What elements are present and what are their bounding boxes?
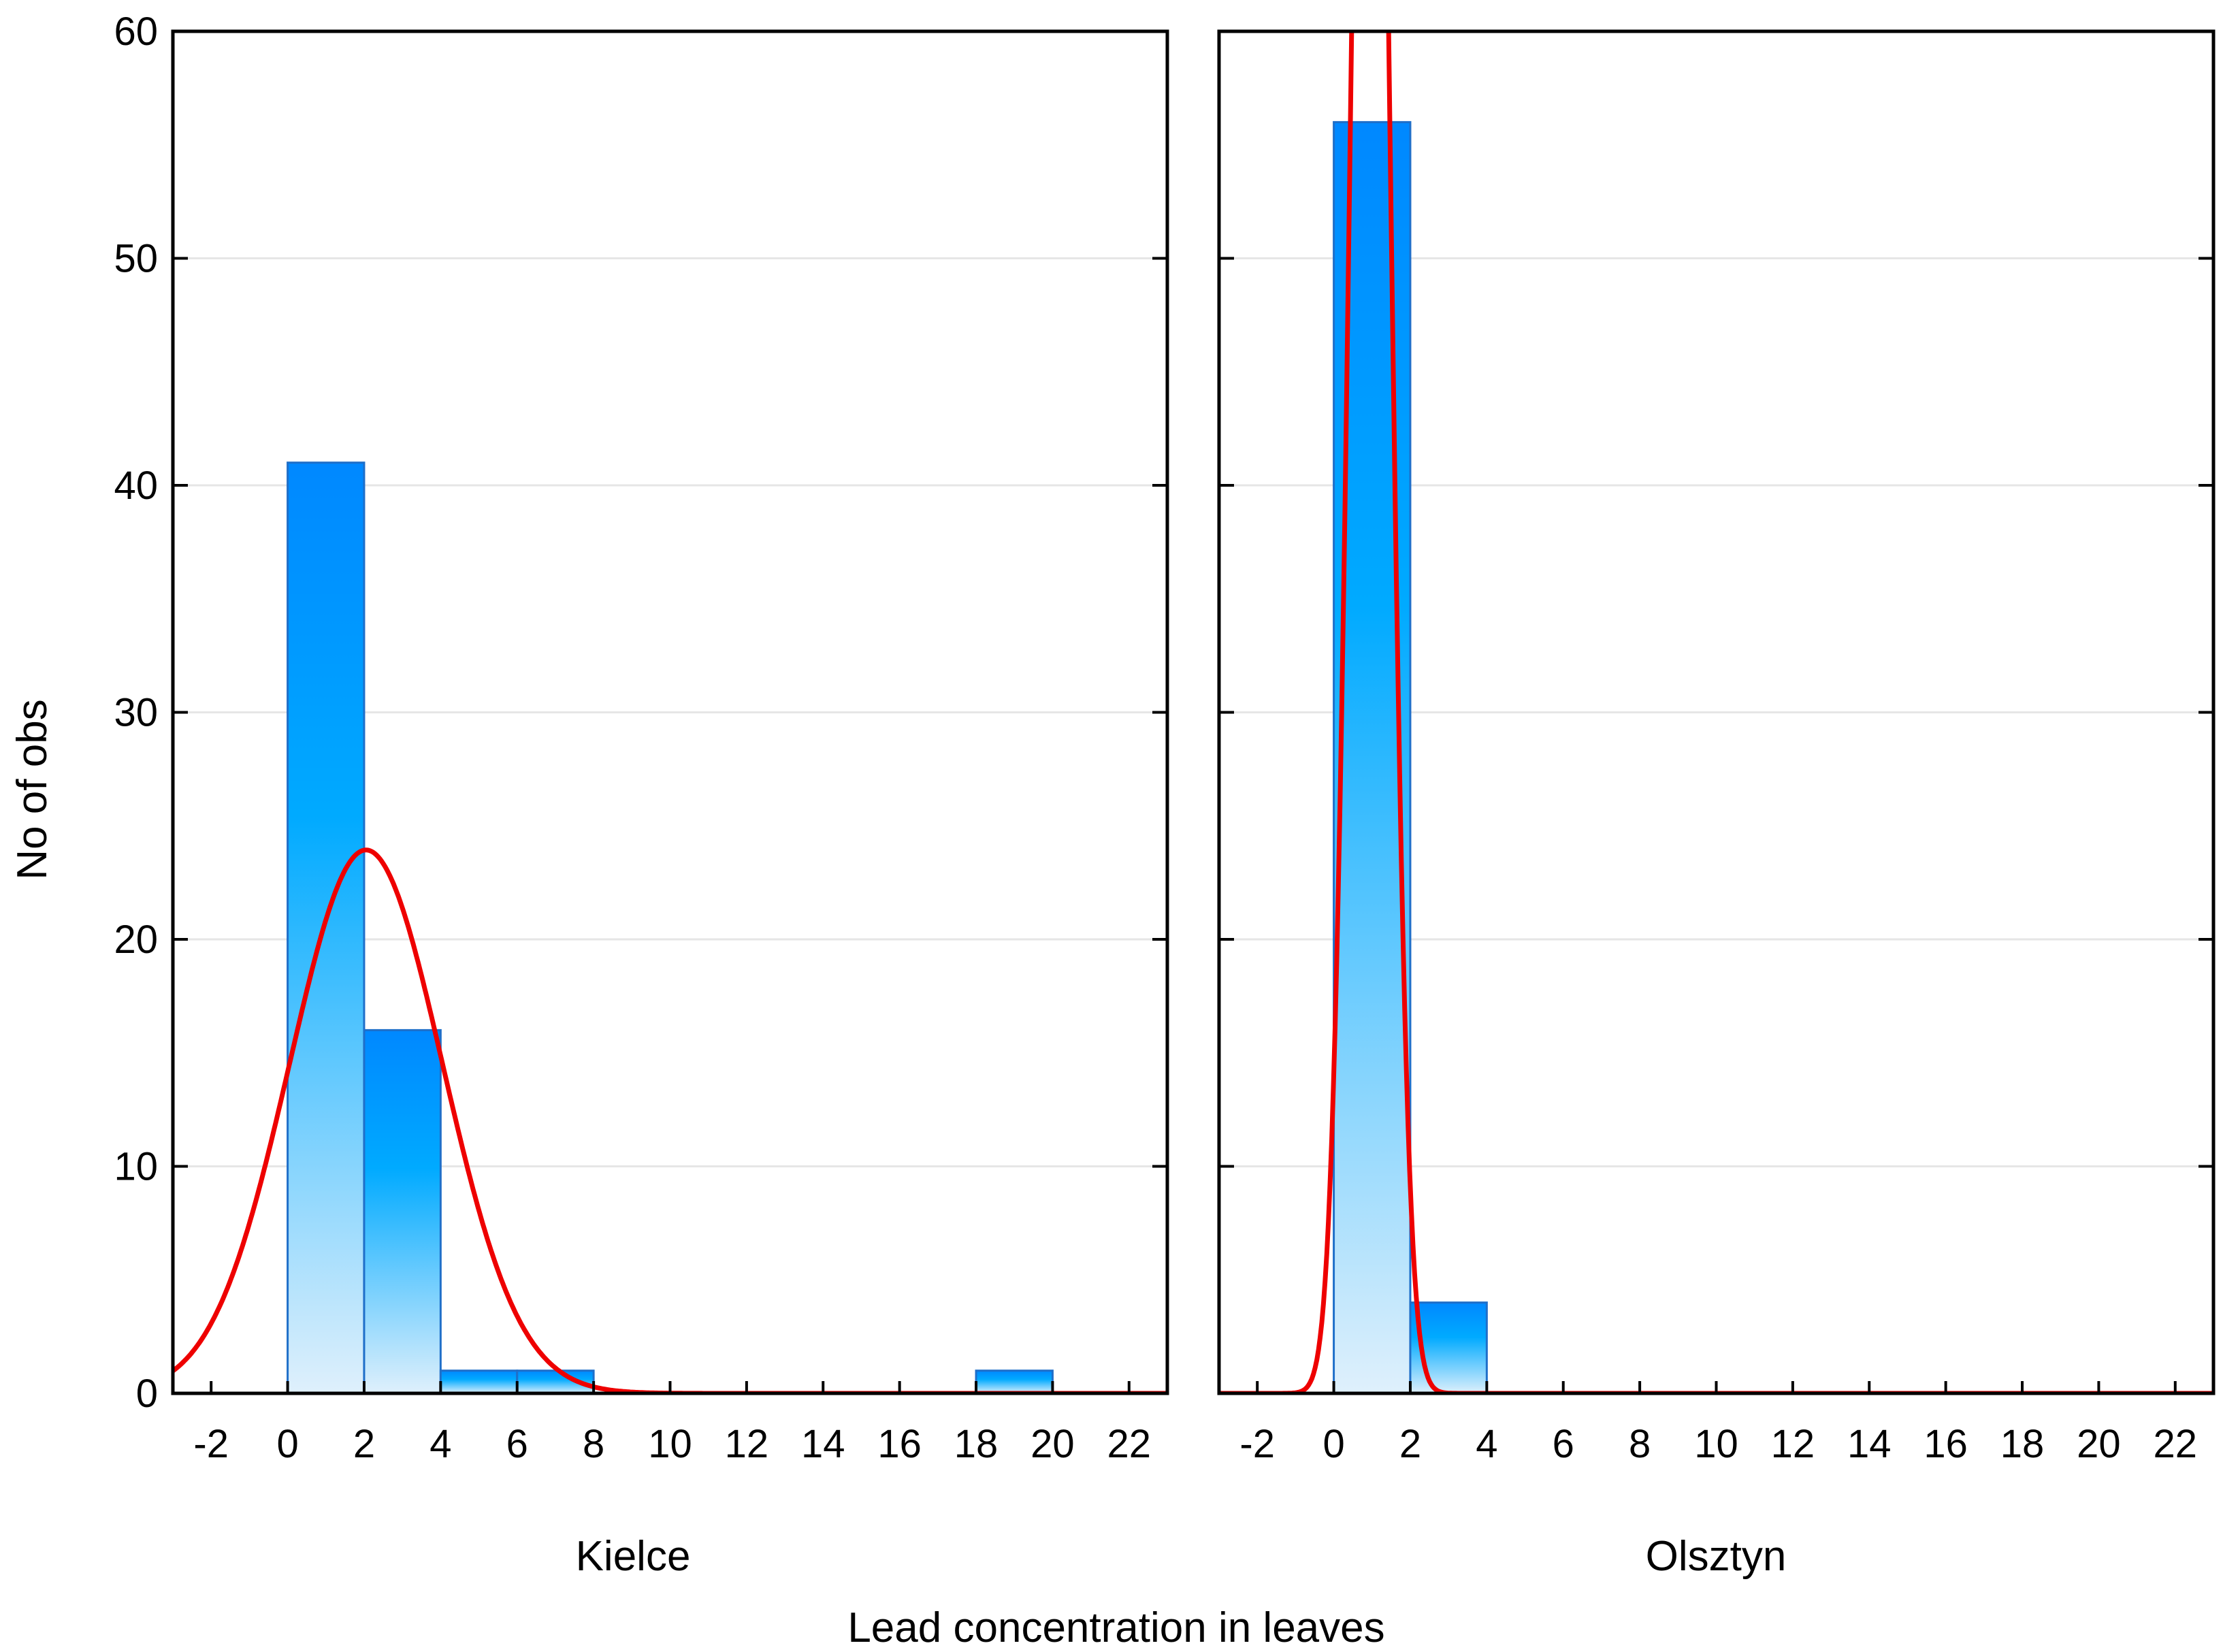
y-tick-label-60: 60 — [114, 10, 158, 54]
x-tick-label-olsztyn-18: 18 — [2000, 1422, 2045, 1466]
x-tick-label-kielce--2: -2 — [193, 1422, 229, 1466]
x-tick-label-kielce-0: 0 — [276, 1422, 298, 1466]
x-tick-label-olsztyn-4: 4 — [1476, 1422, 1497, 1466]
y-tick-label-30: 30 — [114, 691, 158, 735]
x-tick-label-olsztyn-6: 6 — [1553, 1422, 1574, 1466]
bar-kielce-2-4 — [363, 1029, 442, 1393]
x-tick-label-olsztyn-16: 16 — [1924, 1422, 1968, 1466]
panel-title-olsztyn: Olsztyn — [1646, 1533, 1787, 1580]
x-axis-title: Lead concentration in leaves — [847, 1604, 1384, 1651]
x-tick-label-kielce-20: 20 — [1031, 1422, 1075, 1466]
x-tick-label-kielce-2: 2 — [353, 1422, 375, 1466]
y-tick-label-40: 40 — [114, 464, 158, 508]
y-tick-label-0: 0 — [136, 1372, 158, 1416]
x-tick-label-kielce-4: 4 — [429, 1422, 451, 1466]
y-axis-title: No of obs — [9, 699, 56, 879]
panel-title-kielce: Kielce — [576, 1533, 691, 1580]
x-tick-label-olsztyn-20: 20 — [2077, 1422, 2121, 1466]
x-tick-label-kielce-22: 22 — [1107, 1422, 1152, 1466]
y-tick-label-20: 20 — [114, 918, 158, 962]
bar-kielce-18-20 — [975, 1370, 1054, 1393]
x-tick-label-kielce-10: 10 — [648, 1422, 692, 1466]
bar-kielce-4-6 — [439, 1370, 519, 1393]
x-tick-label-olsztyn-12: 12 — [1771, 1422, 1815, 1466]
x-tick-label-olsztyn-8: 8 — [1629, 1422, 1651, 1466]
x-tick-label-olsztyn-22: 22 — [2154, 1422, 2198, 1466]
x-tick-label-kielce-8: 8 — [583, 1422, 604, 1466]
x-tick-label-kielce-14: 14 — [801, 1422, 845, 1466]
y-tick-label-50: 50 — [114, 237, 158, 281]
x-tick-label-kielce-18: 18 — [954, 1422, 999, 1466]
x-tick-label-olsztyn-10: 10 — [1694, 1422, 1738, 1466]
y-tick-label-10: 10 — [114, 1145, 158, 1189]
x-tick-label-kielce-6: 6 — [506, 1422, 528, 1466]
x-tick-label-kielce-12: 12 — [725, 1422, 769, 1466]
x-tick-label-olsztyn-2: 2 — [1399, 1422, 1421, 1466]
panel-kielce: 0 10 20 30 40 50 60 -2 0 2 4 6 8 10 12 14 16 18 20 22 Kielc… — [114, 10, 1169, 1580]
x-tick-label-olsztyn-14: 14 — [1847, 1422, 1892, 1466]
x-tick-label-olsztyn--2: -2 — [1239, 1422, 1275, 1466]
x-tick-label-olsztyn-0: 0 — [1323, 1422, 1344, 1466]
x-tick-label-kielce-16: 16 — [877, 1422, 922, 1466]
panel-olsztyn: -2 0 2 4 6 8 10 12 14 16 18 20 22 Olsztyn — [1217, 29, 2216, 1580]
